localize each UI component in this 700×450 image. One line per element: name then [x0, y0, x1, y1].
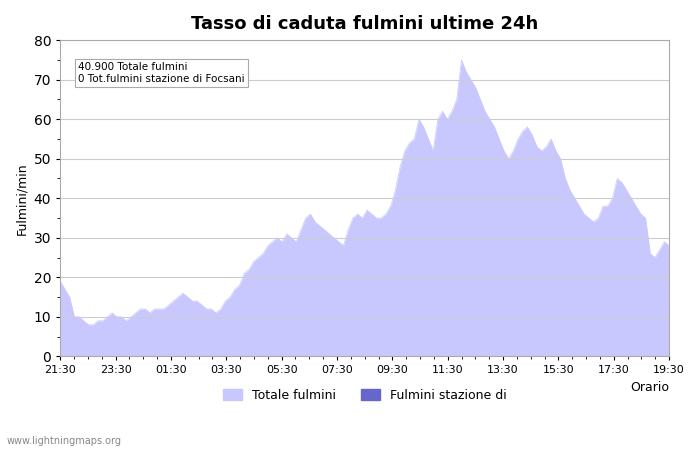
Text: www.lightningmaps.org: www.lightningmaps.org [7, 436, 122, 446]
Legend: Totale fulmini, Fulmini stazione di: Totale fulmini, Fulmini stazione di [218, 384, 511, 407]
Y-axis label: Fulmini/min: Fulmini/min [15, 162, 28, 234]
Text: 40.900 Totale fulmini
0 Tot.fulmini stazione di Focsani: 40.900 Totale fulmini 0 Tot.fulmini staz… [78, 62, 245, 84]
Title: Tasso di caduta fulmini ultime 24h: Tasso di caduta fulmini ultime 24h [191, 15, 538, 33]
X-axis label: Orario: Orario [630, 381, 669, 394]
